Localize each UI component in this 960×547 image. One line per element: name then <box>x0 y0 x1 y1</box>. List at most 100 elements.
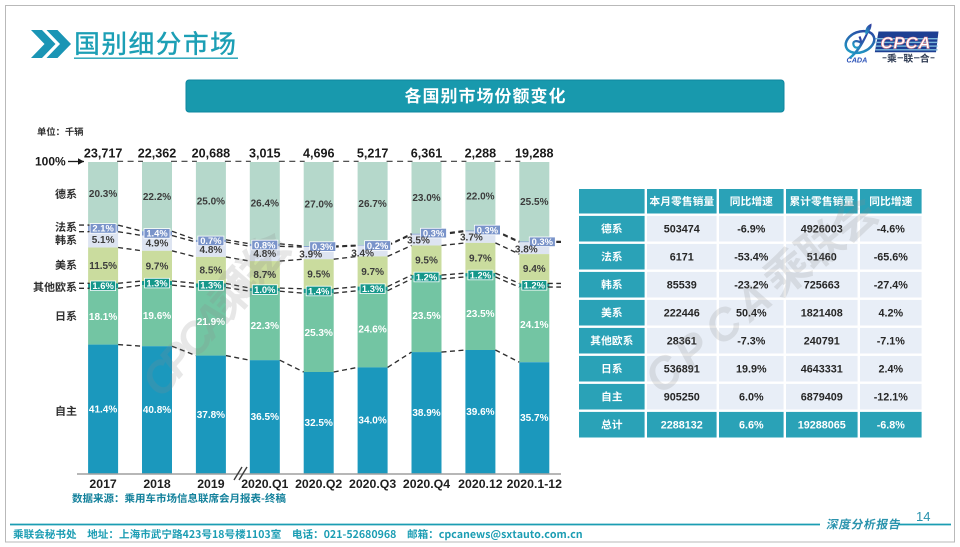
svg-text:36.5%: 36.5% <box>251 412 279 423</box>
svg-text:25.0%: 25.0% <box>197 196 225 207</box>
svg-text:24.1%: 24.1% <box>520 320 548 331</box>
svg-text:4,696: 4,696 <box>303 147 335 161</box>
svg-text:2020.1-12: 2020.1-12 <box>507 477 563 491</box>
svg-text:4.2%: 4.2% <box>878 307 903 319</box>
svg-text:1.3%: 1.3% <box>146 277 168 288</box>
svg-text:9.7%: 9.7% <box>146 261 169 272</box>
svg-text:25.3%: 25.3% <box>305 328 333 339</box>
svg-text:1.4%: 1.4% <box>146 228 168 239</box>
svg-text:-23.2%: -23.2% <box>734 279 769 291</box>
svg-text:35.7%: 35.7% <box>520 413 548 424</box>
svg-text:27.0%: 27.0% <box>305 200 333 211</box>
svg-text:3.5%: 3.5% <box>407 236 430 247</box>
svg-text:725663: 725663 <box>804 279 840 291</box>
svg-text:1.2%: 1.2% <box>524 280 546 291</box>
svg-text:2020.Q2: 2020.Q2 <box>295 477 342 491</box>
svg-text:19.9%: 19.9% <box>736 363 767 375</box>
svg-text:19288065: 19288065 <box>798 419 846 431</box>
svg-text:6,361: 6,361 <box>411 147 443 161</box>
svg-text:2.4%: 2.4% <box>878 363 903 375</box>
svg-text:5.1%: 5.1% <box>92 235 115 246</box>
svg-text:2017: 2017 <box>89 477 117 491</box>
svg-text:6879409: 6879409 <box>801 391 843 403</box>
svg-text:37.8%: 37.8% <box>197 410 225 421</box>
svg-text:240791: 240791 <box>804 335 840 347</box>
svg-text:-6.8%: -6.8% <box>877 419 906 431</box>
svg-text:8.5%: 8.5% <box>200 266 223 277</box>
svg-text:4.8%: 4.8% <box>200 245 223 256</box>
svg-text:-4.6%: -4.6% <box>877 223 906 235</box>
svg-text:11.5%: 11.5% <box>89 261 117 272</box>
svg-text:38.9%: 38.9% <box>412 408 440 419</box>
svg-text:-65.6%: -65.6% <box>874 251 909 263</box>
svg-text:6.0%: 6.0% <box>739 391 764 403</box>
svg-text:-7.1%: -7.1% <box>877 335 906 347</box>
svg-text:2018: 2018 <box>143 477 171 491</box>
svg-text:-12.1%: -12.1% <box>874 391 909 403</box>
svg-text:32.5%: 32.5% <box>305 418 333 429</box>
svg-text:23,717: 23,717 <box>84 147 123 161</box>
svg-text:CADA: CADA <box>847 56 868 65</box>
svg-text:3.8%: 3.8% <box>515 245 538 256</box>
svg-text:14: 14 <box>916 509 930 524</box>
svg-text:2019: 2019 <box>197 477 225 491</box>
svg-text:1.0%: 1.0% <box>254 284 276 295</box>
svg-text:26.7%: 26.7% <box>358 199 386 210</box>
svg-text:6.6%: 6.6% <box>739 419 764 431</box>
svg-text:-7.3%: -7.3% <box>737 335 766 347</box>
svg-text:536891: 536891 <box>664 363 700 375</box>
svg-text:19,288: 19,288 <box>515 147 554 161</box>
svg-text:905250: 905250 <box>664 391 700 403</box>
svg-text:19.6%: 19.6% <box>143 311 171 322</box>
svg-text:3,015: 3,015 <box>249 147 281 161</box>
svg-text:-27.4%: -27.4% <box>874 279 909 291</box>
svg-text:CPCA: CPCA <box>881 34 932 53</box>
svg-text:23.0%: 23.0% <box>412 193 440 204</box>
svg-text:1821408: 1821408 <box>801 307 843 319</box>
svg-text:1.3%: 1.3% <box>362 283 384 294</box>
svg-text:-53.4%: -53.4% <box>734 251 769 263</box>
svg-text:22.2%: 22.2% <box>143 192 171 203</box>
svg-text:0.3%: 0.3% <box>312 241 334 252</box>
svg-text:2288132: 2288132 <box>661 419 703 431</box>
svg-text:2020.12: 2020.12 <box>458 477 503 491</box>
svg-text:0.3%: 0.3% <box>423 227 445 238</box>
svg-text:9.4%: 9.4% <box>523 264 546 275</box>
svg-text:2020.Q3: 2020.Q3 <box>349 477 396 491</box>
svg-text:23.5%: 23.5% <box>466 309 494 320</box>
svg-text:85539: 85539 <box>667 279 697 291</box>
svg-text:9.5%: 9.5% <box>415 256 438 267</box>
svg-text:40.8%: 40.8% <box>143 405 171 416</box>
svg-text:9.7%: 9.7% <box>469 253 492 264</box>
svg-text:2020.Q1: 2020.Q1 <box>241 477 288 491</box>
svg-text:503474: 503474 <box>664 223 700 235</box>
svg-text:0.2%: 0.2% <box>367 240 389 251</box>
svg-text:22.0%: 22.0% <box>466 192 494 203</box>
svg-text:1.2%: 1.2% <box>470 269 492 280</box>
svg-text:9.7%: 9.7% <box>361 267 384 278</box>
svg-text:8.7%: 8.7% <box>253 270 276 281</box>
svg-text:25.5%: 25.5% <box>520 197 548 208</box>
svg-text:4643331: 4643331 <box>801 363 843 375</box>
svg-text:24.6%: 24.6% <box>358 324 386 335</box>
svg-text:2,288: 2,288 <box>465 147 497 161</box>
svg-text:50.4%: 50.4% <box>736 307 767 319</box>
svg-text:2020.Q4: 2020.Q4 <box>403 477 450 491</box>
svg-text:41.4%: 41.4% <box>89 404 117 415</box>
svg-text:9.5%: 9.5% <box>307 269 330 280</box>
svg-text:22.3%: 22.3% <box>251 321 279 332</box>
svg-text:20.3%: 20.3% <box>89 189 117 200</box>
svg-text:100%: 100% <box>35 155 66 169</box>
svg-text:18.1%: 18.1% <box>89 312 117 323</box>
svg-text:3.9%: 3.9% <box>299 250 322 261</box>
svg-text:23.5%: 23.5% <box>412 311 440 322</box>
svg-text:0.8%: 0.8% <box>254 239 276 250</box>
svg-text:26.4%: 26.4% <box>251 198 279 209</box>
svg-text:4.8%: 4.8% <box>253 249 276 260</box>
svg-text:1.4%: 1.4% <box>308 285 330 296</box>
svg-text:2.1%: 2.1% <box>92 223 114 234</box>
svg-text:0.7%: 0.7% <box>200 235 222 246</box>
svg-text:28361: 28361 <box>667 335 697 347</box>
svg-text:1.2%: 1.2% <box>416 271 438 282</box>
svg-text:5,217: 5,217 <box>357 147 389 161</box>
